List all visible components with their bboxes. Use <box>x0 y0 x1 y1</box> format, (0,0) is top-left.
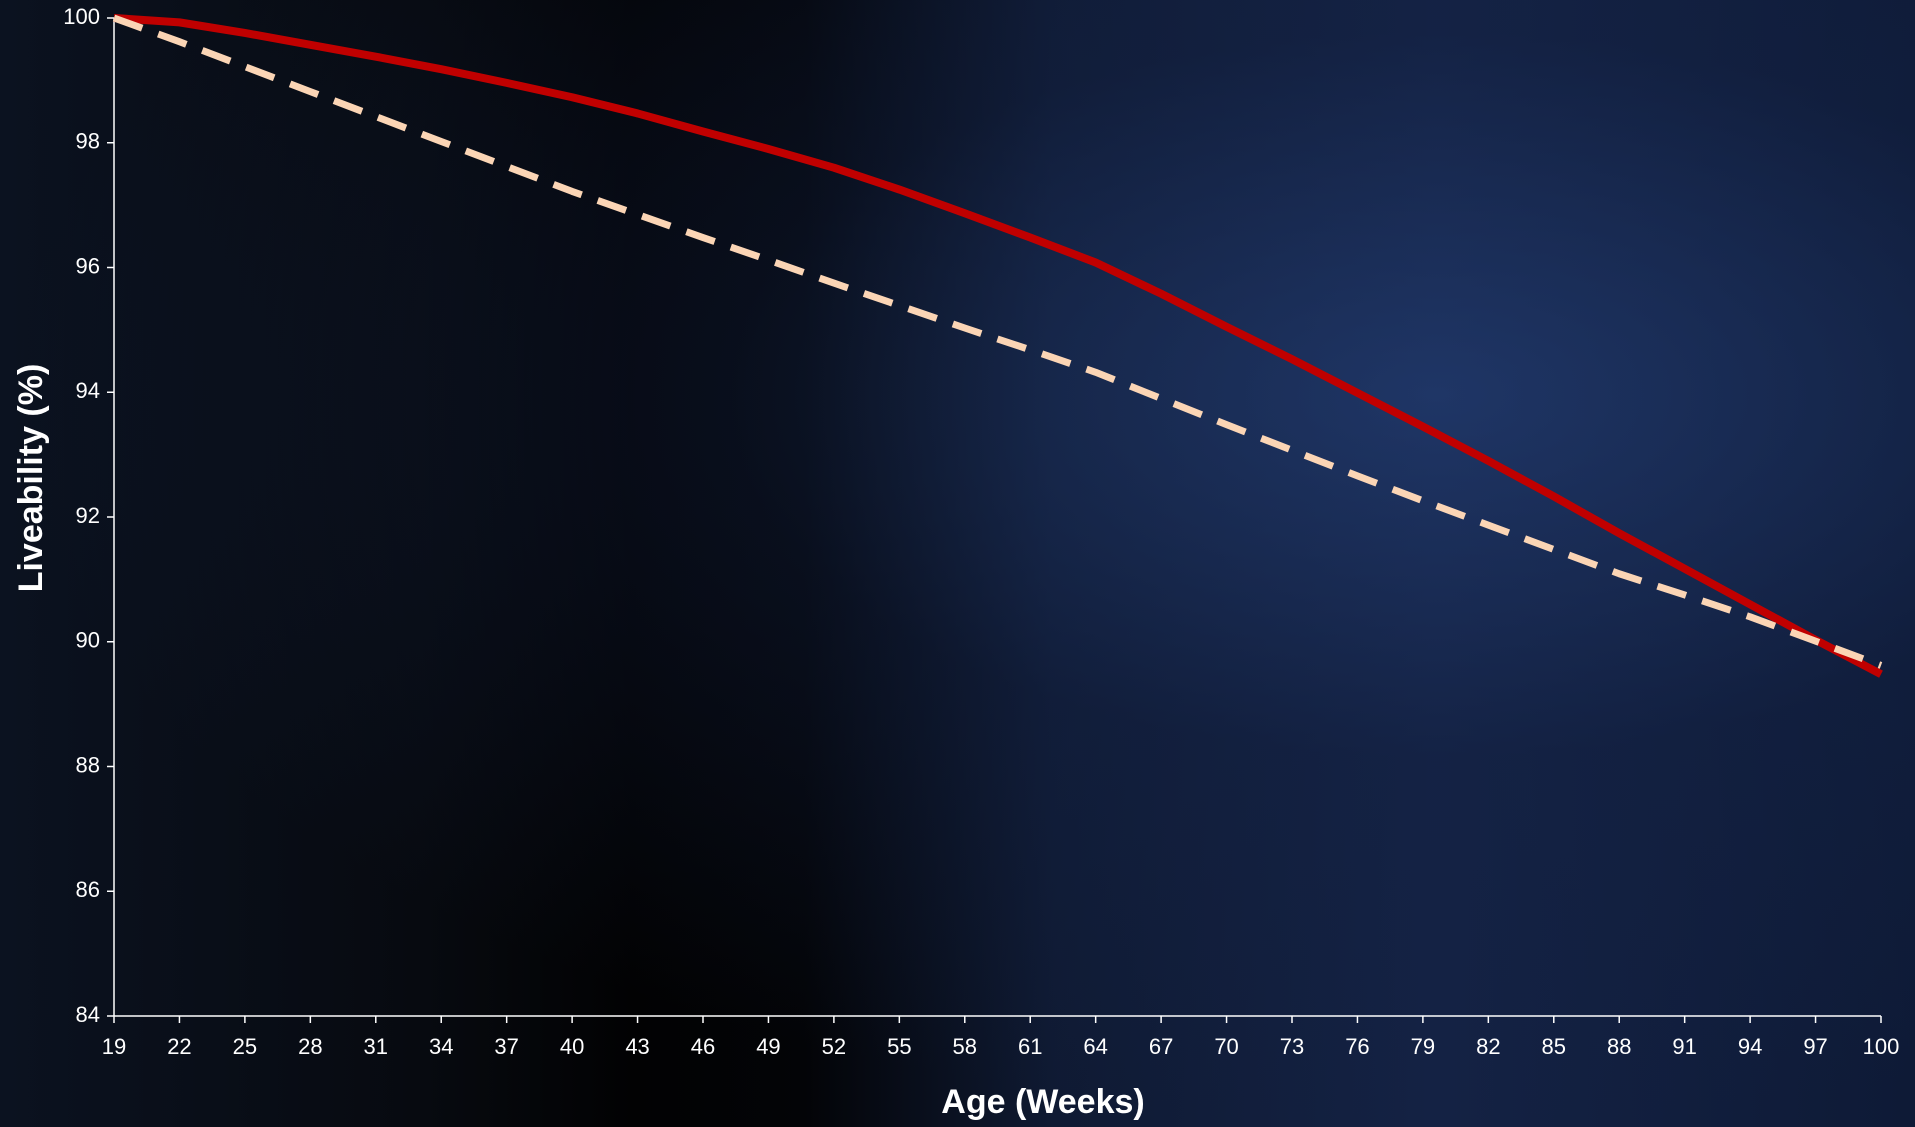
x-tick-label: 46 <box>691 1034 715 1059</box>
x-tick-label: 22 <box>167 1034 191 1059</box>
x-tick-label: 97 <box>1803 1034 1827 1059</box>
y-tick-label: 84 <box>76 1002 100 1027</box>
x-tick-label: 100 <box>1863 1034 1900 1059</box>
x-tick-label: 55 <box>887 1034 911 1059</box>
x-tick-label: 88 <box>1607 1034 1631 1059</box>
line-series <box>112 14 1883 669</box>
x-axis-title: Age (Weeks) <box>941 1083 1144 1121</box>
x-tick-label: 64 <box>1083 1034 1107 1059</box>
x-tick-label: 34 <box>429 1034 453 1059</box>
x-tick-label: 52 <box>822 1034 846 1059</box>
x-tick-label: 91 <box>1672 1034 1696 1059</box>
x-tick-label: 25 <box>233 1034 257 1059</box>
x-tick-label: 79 <box>1411 1034 1435 1059</box>
x-tick-label: 49 <box>756 1034 780 1059</box>
x-tick-label: 31 <box>364 1034 388 1059</box>
y-tick-label: 92 <box>76 503 100 528</box>
line-series <box>113 14 1883 678</box>
x-tick-label: 37 <box>494 1034 518 1059</box>
x-tick-label: 82 <box>1476 1034 1500 1059</box>
x-tick-label: 19 <box>102 1034 126 1059</box>
y-tick-label: 90 <box>76 628 100 653</box>
y-tick-label: 88 <box>76 752 100 777</box>
y-tick-label: 100 <box>63 4 100 29</box>
x-tick-label: 61 <box>1018 1034 1042 1059</box>
x-tick-label: 40 <box>560 1034 584 1059</box>
y-tick-label: 86 <box>76 877 100 902</box>
x-tick-label: 85 <box>1542 1034 1566 1059</box>
y-axis-title: Liveability (%) <box>12 364 50 593</box>
x-tick-label: 58 <box>953 1034 977 1059</box>
x-tick-label: 94 <box>1738 1034 1762 1059</box>
y-tick-label: 94 <box>76 378 100 403</box>
x-tick-label: 28 <box>298 1034 322 1059</box>
y-tick-label: 96 <box>76 253 100 278</box>
x-tick-label: 73 <box>1280 1034 1304 1059</box>
y-tick-label: 98 <box>76 129 100 154</box>
x-tick-label: 43 <box>625 1034 649 1059</box>
x-tick-label: 76 <box>1345 1034 1369 1059</box>
x-tick-label: 67 <box>1149 1034 1173 1059</box>
x-tick-label: 70 <box>1214 1034 1238 1059</box>
